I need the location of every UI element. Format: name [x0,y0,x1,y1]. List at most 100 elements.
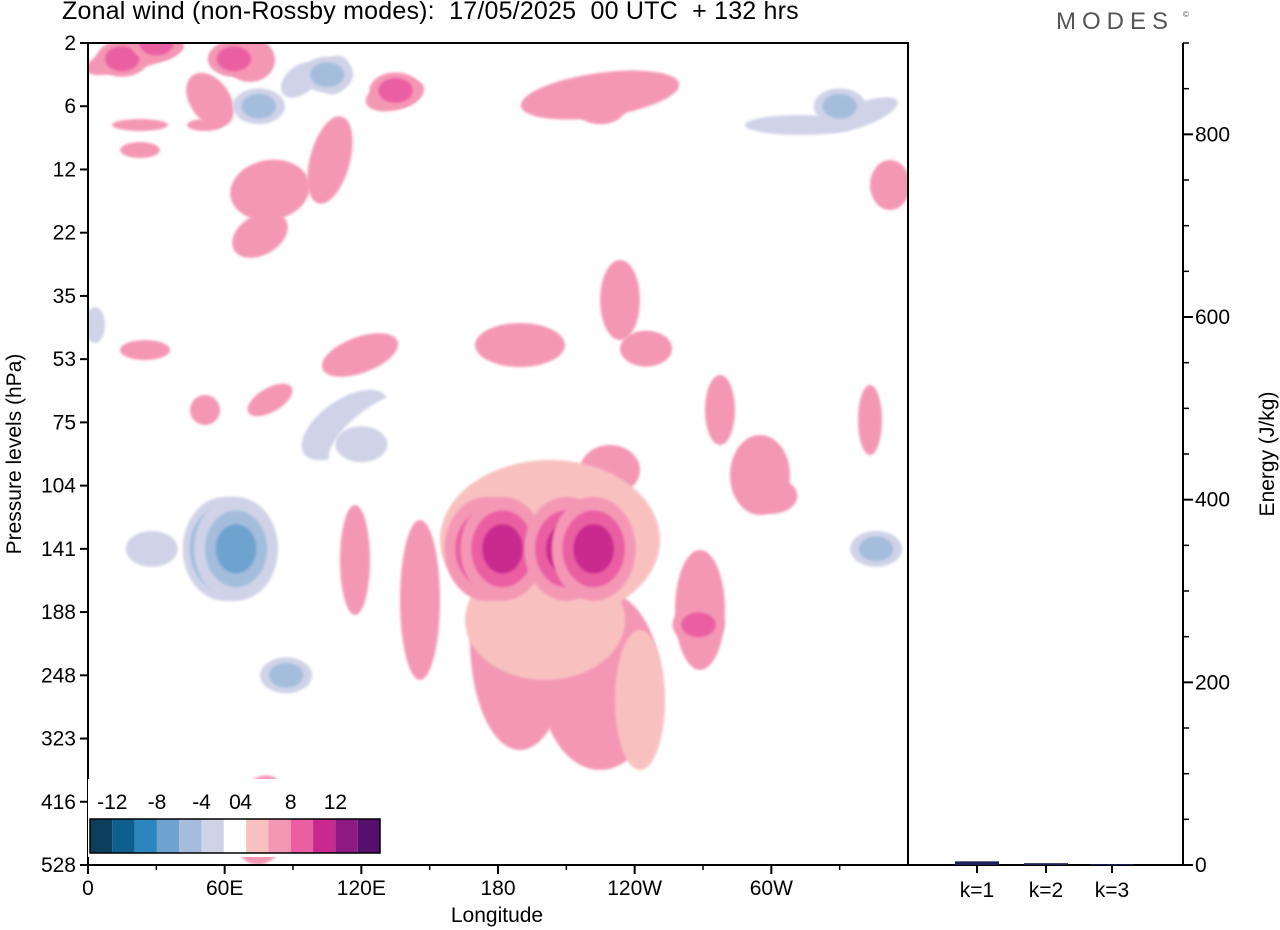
colorbar-tick-label: 4 [240,791,252,814]
colorbar-swatch [335,819,358,853]
wind-feature-1 [139,43,174,56]
wind-feature-13 [335,426,388,463]
contour-patch [685,685,715,755]
colorbar-tick-label: 0 [229,791,241,814]
contour-patch [321,333,399,377]
colorbar-swatch [156,819,180,853]
energy-bar-chart: k=1 k=2 k=3 0 200 400 600 800 [907,42,1230,902]
colorbar-swatch [246,819,269,853]
contour-patch [860,240,900,360]
energy-axis-label: Energy (J/kg) [1256,392,1279,517]
contour-patch [88,450,98,510]
contour-patch [460,49,580,91]
contour-patch [730,590,760,670]
colorbar-swatch [223,819,247,853]
contour-patch [115,267,145,283]
wind-feature-4 [309,62,345,88]
contour-patch [475,323,565,367]
y-tick-label: 35 [53,285,76,308]
energy-bars: k=1 k=2 k=3 [955,861,1134,902]
colorbar-swatch [268,819,291,853]
energy-bar-k1 [955,861,999,865]
wind-feature-18 [620,330,673,367]
wind-feature-12 [268,662,304,688]
colorbar-swatch [112,819,135,853]
energy-y-tick-label: 200 [1195,671,1230,694]
contour-patch [600,260,640,340]
colorbar-tick-label: -12 [97,791,127,814]
contour-patch [400,520,440,680]
wind-feature-3 [241,93,277,119]
wind-feature-20 [745,477,798,514]
colorbar-swatch [201,819,224,853]
energy-y-tick-label: 600 [1195,306,1230,329]
contour-patch [715,300,765,360]
y-tick-label: 12 [53,158,76,181]
x-axis: 0 60E 120E 180 120W 60W [82,865,841,900]
y-tick-label: 6 [64,95,76,118]
colorbar-frame [89,818,381,854]
contour-patch [88,307,105,343]
contour-patch [102,560,158,680]
chart-title: Zonal wind (non-Rossby modes): 17/05/202… [62,0,799,25]
energy-category-label: k=3 [1095,879,1129,902]
y-tick-label: 248 [41,664,76,687]
wind-feature-8 [244,176,297,213]
zonal-wind-heatmap [87,42,909,866]
contour-patch [301,389,389,461]
contour-patch [615,630,665,770]
colorbar-swatch [290,819,314,853]
x-tick-label: 120E [337,877,386,900]
contour-patch [120,142,160,158]
colorbar-swatch [357,819,380,853]
contour-patch [247,383,293,417]
energy-category-label: k=2 [1029,879,1063,902]
wind-feature-11 [125,530,178,567]
wind-feature-7 [822,93,857,119]
colorbar-swatch [134,819,157,853]
y-tick-label: 75 [53,411,76,434]
energy-category-label: k=1 [960,879,994,902]
colorbar-tick-label: 12 [324,791,347,814]
contour-patch [780,398,820,422]
contour-patch [340,505,370,615]
energy-panel-background [908,43,1183,865]
y-axis-label: Pressure levels (hPa) [3,354,26,555]
colorbar-tick-label: -8 [148,791,167,814]
wind-feature-10 [215,524,257,574]
contour-patch [870,160,908,210]
x-tick-label: 60W [750,877,793,900]
contour-patch [112,119,168,131]
contour-patch [705,375,735,445]
wind-feature-0 [104,46,140,72]
contour-patch [108,230,152,250]
wind-feature-15 [482,524,523,574]
modes-logo: MODES [1056,8,1175,35]
y-tick-label: 2 [64,32,76,55]
y-tick-label: 141 [41,538,76,561]
wind-feature-5 [378,78,413,103]
contour-patch [397,838,413,862]
y-tick-label: 528 [41,854,76,877]
colorbar-swatch [179,819,202,853]
wind-feature-21 [858,536,894,562]
contour-patch [192,331,238,369]
contour-patch [307,116,353,204]
x-tick-label: 180 [480,877,515,900]
energy-y-tick-label: 0 [1195,854,1207,877]
wind-feature-6 [574,88,627,125]
contour-patch [858,385,882,455]
y-tick-label: 53 [53,348,76,371]
y-tick-label: 323 [41,728,76,751]
colorbar-swatch [313,819,336,853]
x-tick-label: 120W [607,877,662,900]
y-tick-label: 416 [41,791,76,814]
contour-patch [187,119,223,131]
energy-bar-k2 [1024,863,1068,865]
energy-bar-k3 [1090,864,1134,866]
x-tick-label: 60E [206,877,243,900]
colorbar-tick-label: 8 [285,791,297,814]
wind-contours [88,43,908,865]
y-axis: 2 6 12 22 35 53 75 104 141 188 248 323 416 528 [41,32,88,877]
